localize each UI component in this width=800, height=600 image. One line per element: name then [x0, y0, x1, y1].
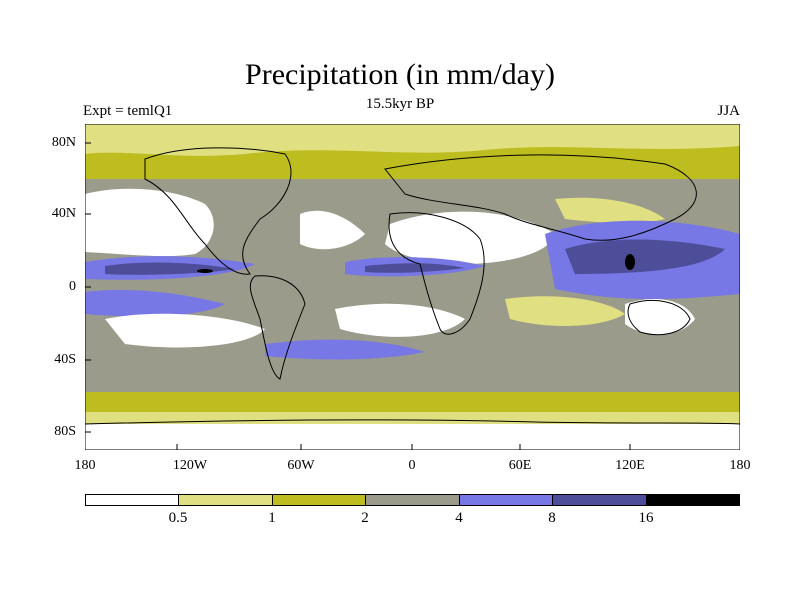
colorbar-swatch — [272, 495, 367, 505]
heavy-rain-spot-asia — [625, 254, 635, 270]
colorbar-label: 2 — [361, 510, 369, 526]
chart-title: Precipitation (in mm/day) — [245, 58, 555, 91]
antarctica-outline — [85, 419, 740, 425]
colorbar-label: 1 — [268, 510, 276, 526]
sahara-dry — [385, 211, 555, 264]
chart-subtitle: 15.5kyr BP — [365, 96, 435, 112]
lon-label: 180 — [74, 458, 96, 473]
lat-label: 80N — [51, 135, 76, 150]
lat-label: 40N — [51, 206, 76, 221]
south-atlantic-dry — [335, 303, 465, 337]
colorbar — [85, 494, 740, 506]
south-pacific-wet — [85, 289, 225, 317]
north-america-outline — [144, 147, 292, 275]
precipitation-map — [85, 124, 740, 450]
itcz-atlantic-core — [365, 263, 465, 273]
colorbar-swatch — [179, 495, 273, 505]
arctic-light-band — [85, 124, 740, 156]
australia-outline — [627, 300, 691, 336]
north-atlantic-gray — [235, 182, 385, 230]
colorbar-label: 8 — [548, 510, 556, 526]
africa-outline — [388, 212, 485, 335]
lon-label: 120E — [615, 458, 645, 473]
sub-antarctic-band — [85, 392, 740, 417]
colorbar-label: 16 — [638, 510, 654, 526]
central-asia-dry — [555, 197, 665, 223]
season-label: JJA — [717, 103, 740, 119]
colorbar-swatch — [646, 495, 739, 505]
lat-label: 40S — [54, 352, 76, 367]
colorbar-swatch — [366, 495, 460, 505]
north-atlantic-dry — [300, 210, 365, 250]
south-indian-dry — [505, 296, 625, 326]
heavy-rain-spot-pacific — [197, 269, 213, 273]
lon-label: 180 — [729, 458, 751, 473]
southern-ocean-wet — [265, 339, 425, 360]
lat-label: 0 — [69, 279, 76, 294]
colorbar-swatch — [553, 495, 647, 505]
australia-dry — [625, 299, 695, 335]
lat-label: 80S — [54, 424, 76, 439]
eurasia-outline — [384, 154, 697, 241]
south-pacific-dry — [105, 313, 265, 348]
colorbar-label: 0.5 — [168, 510, 188, 526]
colorbar-swatch — [459, 495, 554, 505]
north-pacific-dry — [85, 188, 214, 257]
colorbar-swatch — [86, 495, 180, 505]
lon-label: 60W — [287, 458, 315, 473]
south-america-outline — [249, 275, 306, 380]
lon-label: 120W — [172, 458, 208, 473]
lon-label: 60E — [508, 458, 532, 473]
lon-label: 0 — [408, 458, 416, 473]
colorbar-label: 4 — [455, 510, 463, 526]
monsoon-asia-core — [565, 239, 725, 274]
experiment-label: Expt = temlQ1 — [83, 103, 173, 119]
